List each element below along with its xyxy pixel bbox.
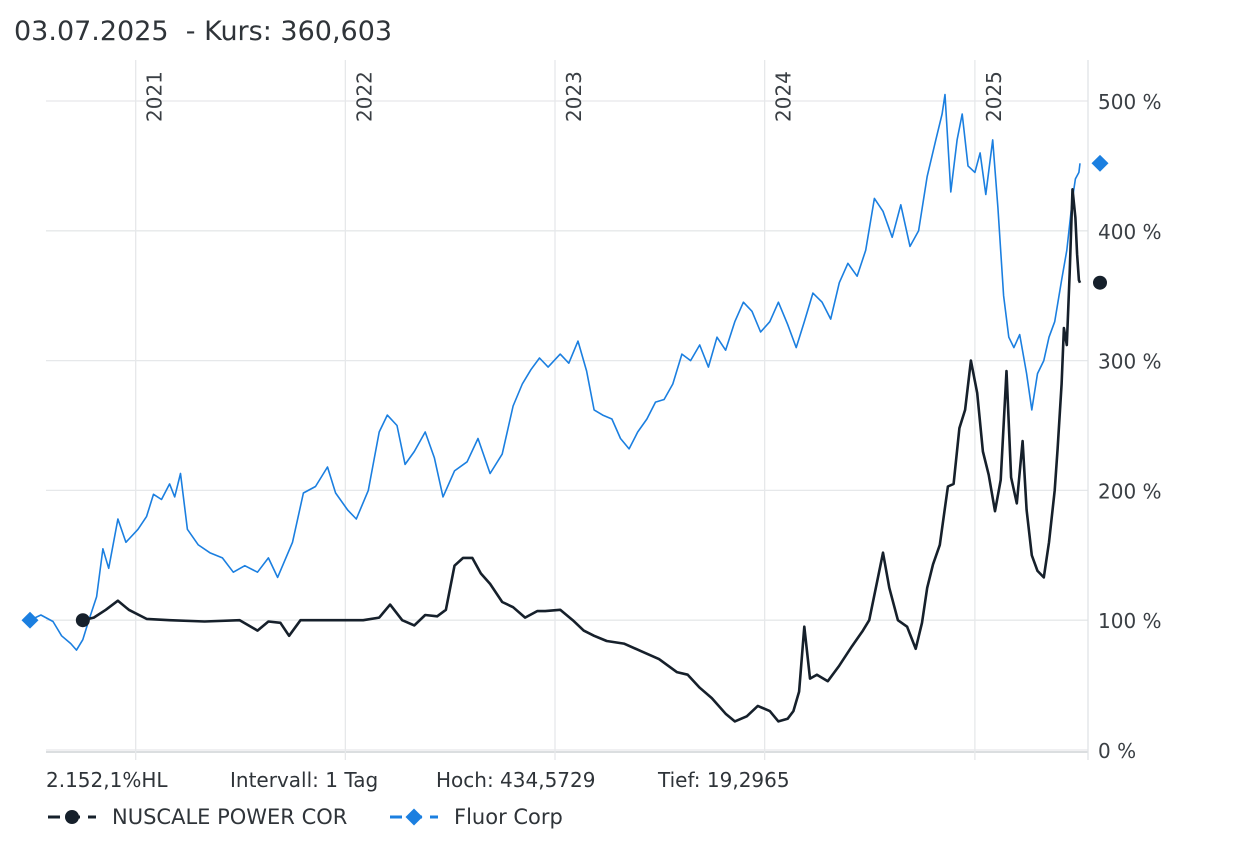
chart-header: 03.07.2025 - Kurs: 360,603 [14,16,392,47]
stat-interval: Intervall: 1 Tag [230,768,379,792]
header-price: - Kurs: 360,603 [168,16,393,47]
x-tick-label: 2024 [772,71,796,122]
stat-change: 2.152,1%HL [46,768,168,792]
y-tick-label: 400 % [1098,220,1162,244]
legend-item[interactable]: NUSCALE POWER COR [46,802,347,832]
legend-item[interactable]: Fluor Corp [388,802,563,832]
x-tick-label: 2023 [562,71,586,122]
chart-grid [46,60,1089,760]
legend-marker [65,810,79,824]
series-marker [75,613,90,628]
legend-swatch [390,808,438,826]
x-tick-label: 2022 [352,71,376,122]
series-line [29,93,1081,651]
x-tick-label: 2021 [143,71,167,122]
y-axis: 0 % 100 % 200 % 300 % 400 % 500 % [1098,90,1162,763]
legend-label: Fluor Corp [454,805,563,829]
series-line [82,188,1082,723]
series-marker [1093,275,1107,290]
legend-marker [405,808,423,826]
stat-low: Tief: 19,2965 [658,768,790,792]
y-tick-label: 0 % [1098,739,1136,763]
legend-swatch [48,810,96,824]
legend-label: NUSCALE POWER COR [112,805,348,829]
y-tick-label: 200 % [1098,479,1162,503]
y-tick-label: 300 % [1098,350,1162,374]
y-tick-label: 100 % [1098,609,1162,633]
chart-series [21,93,1109,723]
series-marker [1091,154,1109,172]
x-axis: 2021 2022 2023 2024 2025 [143,71,1006,122]
stat-high: Hoch: 434,5729 [436,768,596,792]
header-date: 03.07.2025 [14,16,169,47]
series-marker [21,611,39,629]
y-tick-label: 500 % [1098,90,1162,114]
x-tick-label: 2025 [982,71,1006,122]
